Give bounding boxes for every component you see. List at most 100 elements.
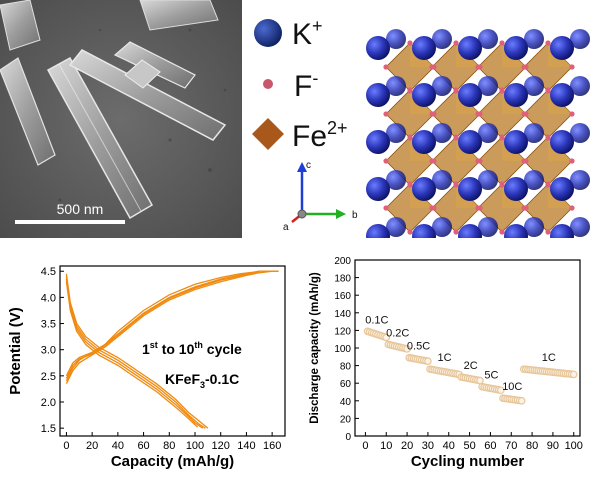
sem-rod (0, 0, 41, 51)
rate-label: 0.5C (407, 341, 430, 353)
f-ion-sphere (429, 111, 435, 117)
k-ion-sphere (504, 177, 528, 201)
k-ion-sphere (412, 130, 436, 154)
f-ion-sphere (521, 205, 527, 211)
sem-rod (0, 57, 56, 166)
c-axis-arrowhead (297, 162, 307, 172)
cycle-range-annotation: 1st to 10th cycle (142, 340, 242, 357)
k-ion-sphere (366, 224, 390, 238)
rate-label: 1C (438, 352, 452, 364)
y-tick-label: 80 (340, 362, 352, 373)
f-ion-sphere (569, 64, 575, 70)
material-rate-annotation: KFeF3-0.1C (165, 371, 239, 390)
k-ion-sphere (570, 170, 590, 190)
f-ion-sphere (521, 158, 527, 164)
k-ion-sphere (478, 217, 498, 237)
x-tick-label: 100 (565, 440, 583, 452)
x-tick-label: 100 (186, 440, 204, 452)
f-ion-sphere (545, 229, 551, 235)
k-ion-sphere (504, 83, 528, 107)
k-ion-sphere (386, 76, 406, 96)
k-ion-sphere (550, 130, 574, 154)
k-ion-sphere (386, 217, 406, 237)
sem-rod (139, 0, 219, 31)
charge-curve (65, 271, 260, 379)
x-tick-label: 20 (401, 440, 413, 452)
f-ion-sphere (383, 158, 389, 164)
k-ion-sphere (570, 29, 590, 49)
f-ion-sphere (499, 87, 505, 93)
x-tick-label: 140 (237, 440, 255, 452)
f-ion-sphere (453, 181, 459, 187)
f-ion-sphere (429, 205, 435, 211)
y-tick-label: 2.5 (41, 371, 56, 383)
x-tick-label: 80 (526, 440, 538, 452)
x-tick-label: 160 (263, 440, 281, 452)
y-tick-label: 3.5 (41, 319, 56, 331)
f-ion-sphere (383, 64, 389, 70)
x-axis-label: Cycling number (411, 453, 525, 470)
f-ion-sphere (383, 111, 389, 117)
f-ion-sphere (569, 205, 575, 211)
k-ion-sphere (550, 224, 574, 238)
y-tick-label: 100 (334, 344, 351, 355)
f-ion-sphere (407, 181, 413, 187)
f-ion-sphere (545, 40, 551, 46)
charge-curve (65, 270, 279, 377)
y-tick-label: 60 (340, 379, 352, 390)
capacity-marker (403, 345, 411, 353)
y-axis-label: Potential (V) (7, 307, 24, 395)
k-ion-sphere (432, 170, 452, 190)
k-ion-sphere (570, 217, 590, 237)
k-ion-sphere (458, 36, 482, 60)
k-ion-sphere (524, 29, 544, 49)
b-axis-label: b (352, 210, 358, 221)
discharge-curve (65, 279, 204, 429)
ion-legend: K+ F- Fe2+ (252, 16, 348, 153)
y-tick-label: 160 (334, 291, 351, 302)
y-tick-label: 4.5 (41, 266, 56, 278)
k-ion-sphere (504, 130, 528, 154)
x-tick-label: 0 (63, 440, 69, 452)
k-ion-sphere (524, 123, 544, 143)
rate-label: 1C (542, 352, 556, 364)
charge-curve (65, 270, 279, 384)
k-ion-sphere (570, 76, 590, 96)
rate-label: 2C (464, 360, 478, 372)
x-tick-label: 80 (163, 440, 175, 452)
y-tick-label: 0 (345, 432, 351, 443)
k-ion-sphere (458, 224, 482, 238)
voltage-profile-chart: 0 20 40 60 80 100 120 140 160 1.5 2.0 2.5 3.0 3.5 4.0… (7, 265, 286, 470)
k-ion-sphere (524, 76, 544, 96)
k-ion-sphere (432, 29, 452, 49)
y-tick-label: 120 (334, 326, 351, 337)
k-ion-icon (254, 19, 282, 47)
k-ion-sphere (478, 123, 498, 143)
k-ion-sphere (458, 177, 482, 201)
capacity-marker (382, 333, 391, 342)
f-ion-sphere (569, 158, 575, 164)
k-ion-sphere (478, 170, 498, 190)
f-ion-spheres (383, 40, 575, 235)
k-ion-sphere (432, 76, 452, 96)
capacity-marker (476, 376, 484, 385)
k-ion-sphere (386, 170, 406, 190)
plot-frame (59, 265, 286, 437)
c-axis-label: c (306, 160, 311, 171)
x-tick-label: 50 (463, 440, 475, 452)
k-ion-sphere (432, 123, 452, 143)
f-ion-sphere (383, 205, 389, 211)
x-tick-label: 40 (112, 440, 124, 452)
f-ion-sphere (499, 229, 505, 235)
y-tick-label: 20 (340, 414, 352, 425)
f-ion-sphere (545, 181, 551, 187)
capacity-marker (517, 397, 526, 405)
y-tick-label: 2.0 (41, 397, 56, 409)
f-ion-sphere (499, 40, 505, 46)
scale-bar-label: 500 nm (57, 201, 104, 217)
f-ion-sphere (475, 158, 481, 164)
k-ion-sphere (504, 224, 528, 238)
a-axis-label: a (283, 222, 289, 233)
x-tick-label: 90 (547, 440, 559, 452)
capacity-marker (497, 386, 505, 395)
